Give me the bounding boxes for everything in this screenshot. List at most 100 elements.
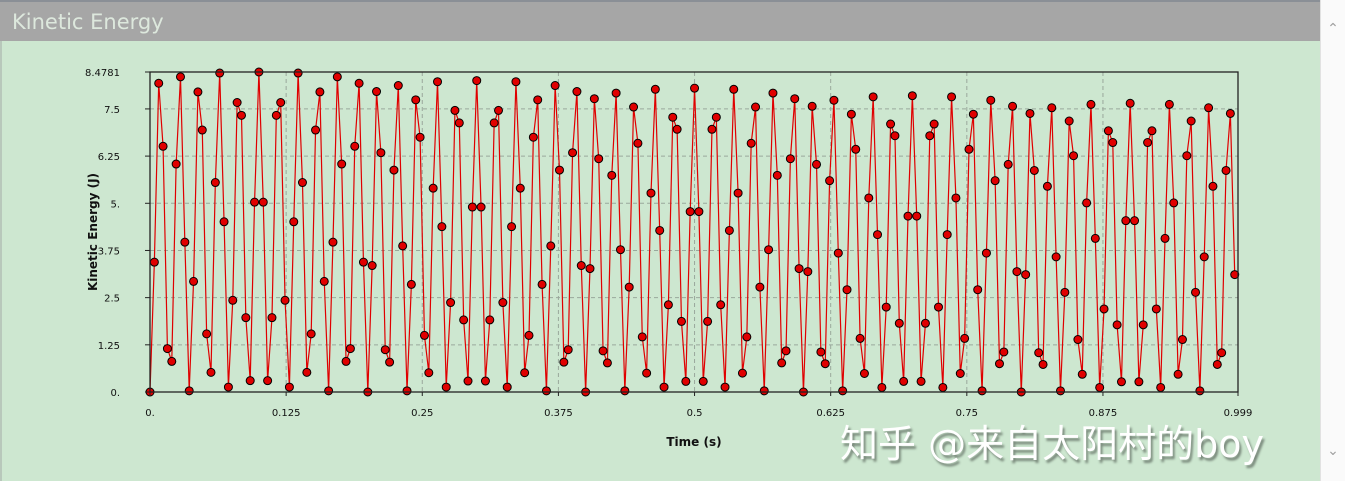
data-point <box>232 98 242 108</box>
data-point <box>463 376 473 386</box>
data-point <box>833 248 843 258</box>
data-point <box>659 382 669 392</box>
data-point <box>206 367 216 377</box>
data-point <box>1112 320 1122 330</box>
x-tick-label: 0.5 <box>687 408 703 419</box>
data-point <box>615 245 625 255</box>
data-point <box>271 110 281 120</box>
data-point <box>646 188 656 198</box>
data-point <box>245 376 255 386</box>
data-point <box>655 225 665 235</box>
chevron-up-icon[interactable]: ⌃ <box>1327 21 1339 37</box>
data-point <box>568 148 578 158</box>
data-point <box>737 368 747 378</box>
data-point <box>585 264 595 274</box>
data-point <box>633 138 643 148</box>
data-point <box>389 165 399 175</box>
data-point <box>1156 382 1166 392</box>
data-point <box>559 357 569 367</box>
data-point <box>1143 138 1153 148</box>
data-point <box>1116 377 1126 387</box>
x-tick-label: 0.999 <box>1224 408 1253 419</box>
data-point <box>986 95 996 105</box>
data-point <box>855 333 865 343</box>
data-point <box>1134 377 1144 387</box>
data-point <box>476 202 486 212</box>
data-point <box>942 230 952 240</box>
data-point <box>572 87 582 97</box>
data-point <box>807 101 817 111</box>
data-point <box>1208 181 1218 191</box>
data-point <box>650 84 660 94</box>
data-point <box>694 207 704 217</box>
data-point <box>241 313 251 323</box>
data-point <box>424 368 434 378</box>
data-point <box>411 95 421 105</box>
data-point <box>367 261 377 271</box>
data-point <box>154 78 164 88</box>
data-point <box>319 276 329 286</box>
data-point <box>1095 382 1105 392</box>
data-point <box>816 347 826 357</box>
y-tick-label: 1.25 <box>98 341 120 352</box>
data-point <box>829 95 839 105</box>
data-point <box>781 346 791 356</box>
data-point <box>1003 159 1013 169</box>
data-point <box>376 148 386 158</box>
data-point <box>868 92 878 102</box>
data-point <box>642 368 652 378</box>
data-point <box>703 316 713 326</box>
data-point <box>1038 359 1048 369</box>
data-point <box>886 119 896 129</box>
data-point <box>825 176 835 186</box>
data-point <box>236 110 246 120</box>
data-point <box>210 178 220 188</box>
data-point <box>890 131 900 141</box>
data-point <box>877 382 887 392</box>
data-point <box>955 369 965 379</box>
data-point <box>755 282 765 292</box>
data-point <box>759 386 769 396</box>
data-point <box>202 329 212 339</box>
data-point <box>524 330 534 340</box>
data-point <box>1147 126 1157 136</box>
data-point <box>215 68 225 78</box>
data-point <box>637 332 647 342</box>
data-point <box>1064 116 1074 126</box>
data-point <box>1125 98 1135 108</box>
data-point <box>280 295 290 305</box>
data-point <box>402 386 412 396</box>
data-point <box>925 131 935 141</box>
data-point <box>175 72 185 82</box>
data-point <box>772 170 782 180</box>
data-point <box>228 295 238 305</box>
data-point <box>1230 270 1240 280</box>
x-tick-label: 0.25 <box>411 408 433 419</box>
data-point <box>629 102 639 112</box>
data-point <box>751 102 761 112</box>
data-point <box>541 386 551 396</box>
x-tick-label: 0.625 <box>816 408 845 419</box>
data-point <box>398 241 408 251</box>
data-point <box>794 264 804 274</box>
data-point <box>1221 165 1231 175</box>
data-point <box>546 241 556 251</box>
data-point <box>1108 138 1118 148</box>
data-point <box>385 357 395 367</box>
data-point <box>284 382 294 392</box>
data-point <box>1051 252 1061 262</box>
data-point <box>607 170 617 180</box>
data-point <box>1182 151 1192 161</box>
data-point <box>171 159 181 169</box>
data-point <box>851 144 861 154</box>
chevron-down-icon[interactable]: ⌄ <box>1327 443 1339 459</box>
data-point <box>550 81 560 91</box>
data-point <box>515 183 525 193</box>
data-point <box>947 92 957 102</box>
data-point <box>537 279 547 289</box>
data-point <box>459 315 469 325</box>
vertical-scrollbar[interactable]: ⌃ ⌄ <box>1320 0 1345 481</box>
y-tick-label: 0. <box>110 388 120 399</box>
data-point <box>302 367 312 377</box>
